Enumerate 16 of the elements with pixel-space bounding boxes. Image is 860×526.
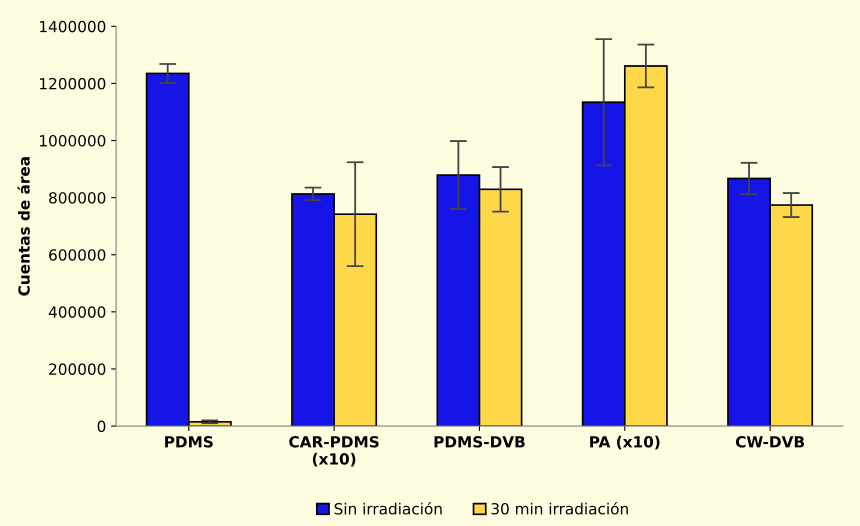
y-tick-label: 600000 bbox=[49, 249, 106, 261]
legend-label: 30 min irradiación bbox=[492, 502, 628, 515]
x-tick-label: CW-DVB bbox=[736, 436, 804, 448]
y-tick-label: 1200000 bbox=[40, 78, 106, 90]
y-tick-label: 1000000 bbox=[40, 134, 106, 147]
y-tick-label: 400000 bbox=[48, 306, 106, 318]
y-tick-label: 0 bbox=[98, 420, 106, 432]
legend-label: Sin irradiación bbox=[334, 502, 442, 515]
x-tick-label: CAR-PDMS (x10) bbox=[289, 436, 379, 467]
x-tick-label: PDMS bbox=[165, 436, 213, 448]
x-tick-label: PA (x10) bbox=[590, 436, 660, 450]
y-tick-label: 800000 bbox=[49, 192, 106, 204]
y-tick-label: 1400000 bbox=[40, 20, 106, 32]
x-tick-label: PDMS-DVB bbox=[434, 436, 525, 448]
y-tick-label: 200000 bbox=[49, 363, 106, 375]
y-axis-title: Cuentas de área bbox=[17, 157, 30, 296]
